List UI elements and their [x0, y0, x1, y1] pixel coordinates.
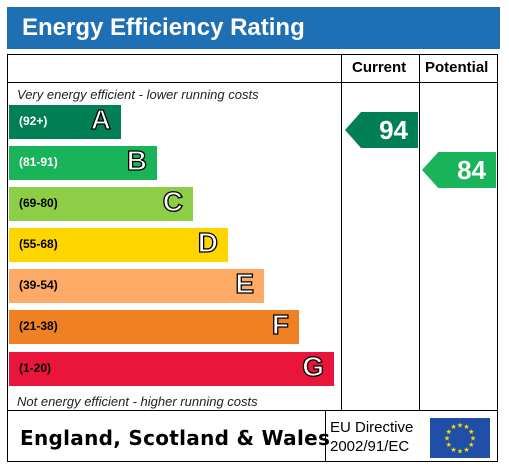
divider-potential: [419, 54, 420, 410]
band-letter: F: [271, 308, 289, 340]
band-letter: B: [126, 144, 148, 176]
band-letter: C: [162, 185, 184, 217]
band-range: (39-54): [19, 278, 58, 292]
band-f: (21-38) F: [9, 308, 299, 344]
footer-divider-left: [325, 410, 326, 462]
current-rating-value: 94: [379, 115, 408, 145]
band-a: (92+) A: [9, 103, 121, 139]
eu-star-icon: ★: [444, 435, 450, 443]
eu-directive-line1: EU Directive: [330, 419, 414, 436]
band-g: (1-20) G: [9, 350, 334, 386]
eu-star-icon: ★: [457, 422, 463, 430]
potential-rating-value: 84: [457, 155, 486, 185]
page-title: Energy Efficiency Rating: [22, 14, 305, 41]
current-rating-arrow: 94: [345, 112, 418, 148]
band-b: (81-91) B: [9, 144, 157, 180]
eu-flag-icon: ★ ★ ★ ★ ★ ★ ★ ★ ★ ★ ★ ★: [430, 418, 490, 458]
band-letter: A: [90, 103, 112, 135]
eu-star-icon: ★: [468, 428, 474, 436]
band-d: (55-68) D: [9, 226, 228, 262]
caption-bottom: Not energy efficient - higher running co…: [17, 394, 258, 409]
potential-rating-arrow: 84: [422, 152, 496, 188]
eu-star-icon: ★: [457, 448, 463, 456]
column-header-potential: Potential: [425, 59, 489, 76]
eu-star-icon: ★: [470, 435, 476, 443]
header-divider: [7, 82, 498, 83]
column-header-current: Current: [352, 59, 407, 76]
band-letter: G: [302, 350, 325, 382]
divider-current: [341, 54, 342, 410]
band-range: (55-68): [19, 237, 58, 251]
eu-star-icon: ★: [463, 446, 469, 454]
rating-frame: [7, 54, 498, 462]
band-range: (21-38): [19, 319, 58, 333]
band-range: (69-80): [19, 196, 58, 210]
eu-star-icon: ★: [450, 423, 456, 431]
eu-directive-line2: 2002/91/EC: [330, 438, 410, 455]
eu-star-icon: ★: [450, 446, 456, 454]
eu-star-icon: ★: [468, 441, 474, 449]
eu-star-icon: ★: [463, 423, 469, 431]
band-range: (1-20): [19, 361, 52, 375]
eu-star-icon: ★: [446, 441, 452, 449]
eu-star-icon: ★: [446, 428, 452, 436]
band-range: (81-91): [19, 155, 58, 169]
band-letter: E: [235, 267, 255, 299]
band-range: (92+): [19, 114, 48, 128]
band-c: (69-80) C: [9, 185, 193, 221]
footer-divider: [7, 410, 498, 411]
caption-top: Very energy efficient - lower running co…: [17, 87, 259, 102]
band-letter: D: [197, 226, 219, 258]
region-label: England, Scotland & Wales: [20, 426, 331, 450]
band-e: (39-54) E: [9, 267, 264, 303]
title-bar: Energy Efficiency Rating: [7, 7, 500, 49]
